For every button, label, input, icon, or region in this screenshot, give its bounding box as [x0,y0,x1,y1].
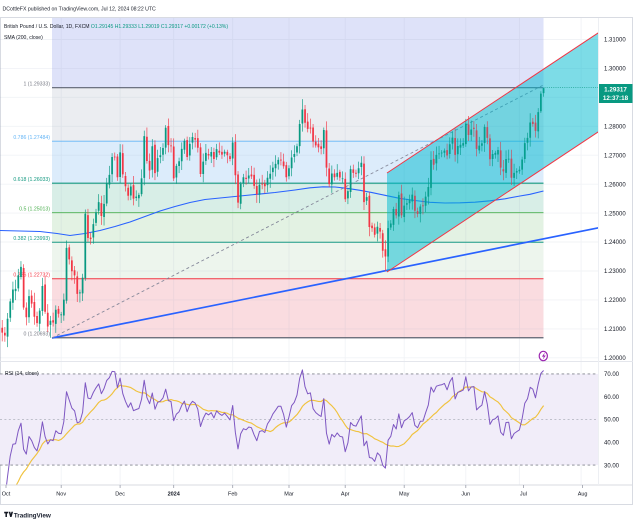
svg-text:Nov: Nov [56,492,66,498]
svg-text:0.618 (1.26033): 0.618 (1.26033) [13,177,50,183]
svg-text:0.382 (1.23993): 0.382 (1.23993) [13,236,50,242]
svg-text:1.23000: 1.23000 [604,269,626,275]
svg-text:Feb: Feb [228,492,237,498]
svg-text:1.24000: 1.24000 [604,240,626,246]
svg-text:1.22000: 1.22000 [604,298,626,304]
svg-text:40.00: 40.00 [604,440,620,446]
svg-text:1.29317: 1.29317 [604,87,627,94]
svg-text:Aug: Aug [578,492,588,498]
svg-text:50.00: 50.00 [604,418,620,424]
svg-text:30.00: 30.00 [604,463,620,469]
svg-text:1.25000: 1.25000 [604,211,626,217]
svg-text:Apr: Apr [341,492,350,498]
svg-text:0.786 (1.27484): 0.786 (1.27484) [13,135,50,141]
svg-text:1.30000: 1.30000 [604,67,626,73]
svg-text:Mar: Mar [284,492,294,498]
svg-text:1.27000: 1.27000 [604,153,626,159]
svg-text:60.00: 60.00 [604,395,620,401]
svg-text:British Pound / U.S. Dollar, 1: British Pound / U.S. Dollar, 1D, FXCM O1… [4,24,228,30]
svg-text:2024: 2024 [168,492,181,498]
svg-text:1.31000: 1.31000 [604,38,626,44]
svg-text:TradingView: TradingView [14,513,51,520]
svg-text:DCottleFX published on Trading: DCottleFX published on TradingView.com, … [3,7,157,13]
svg-text:Dec: Dec [115,492,125,498]
svg-text:0.236 (1.22732): 0.236 (1.22732) [13,273,50,279]
svg-text:Jun: Jun [461,492,470,498]
svg-text:Jul: Jul [520,492,527,498]
svg-text:12:37:18: 12:37:18 [603,95,629,102]
svg-text:1.21000: 1.21000 [604,327,626,333]
svg-text:1.20000: 1.20000 [604,356,626,362]
svg-text:70.00: 70.00 [604,372,620,378]
svg-text:Oct: Oct [2,492,11,498]
svg-text:0.5 (1.25013): 0.5 (1.25013) [19,207,50,213]
svg-text:May: May [399,492,410,498]
svg-text:1.26000: 1.26000 [604,182,626,188]
svg-text:SMA (200, close): SMA (200, close) [4,35,43,41]
svg-text:RSI (14, close): RSI (14, close) [5,371,39,377]
svg-text:1.28000: 1.28000 [604,124,626,130]
svg-text:0 (1.20693): 0 (1.20693) [23,332,50,338]
svg-text:1 (1.29333): 1 (1.29333) [23,82,50,88]
